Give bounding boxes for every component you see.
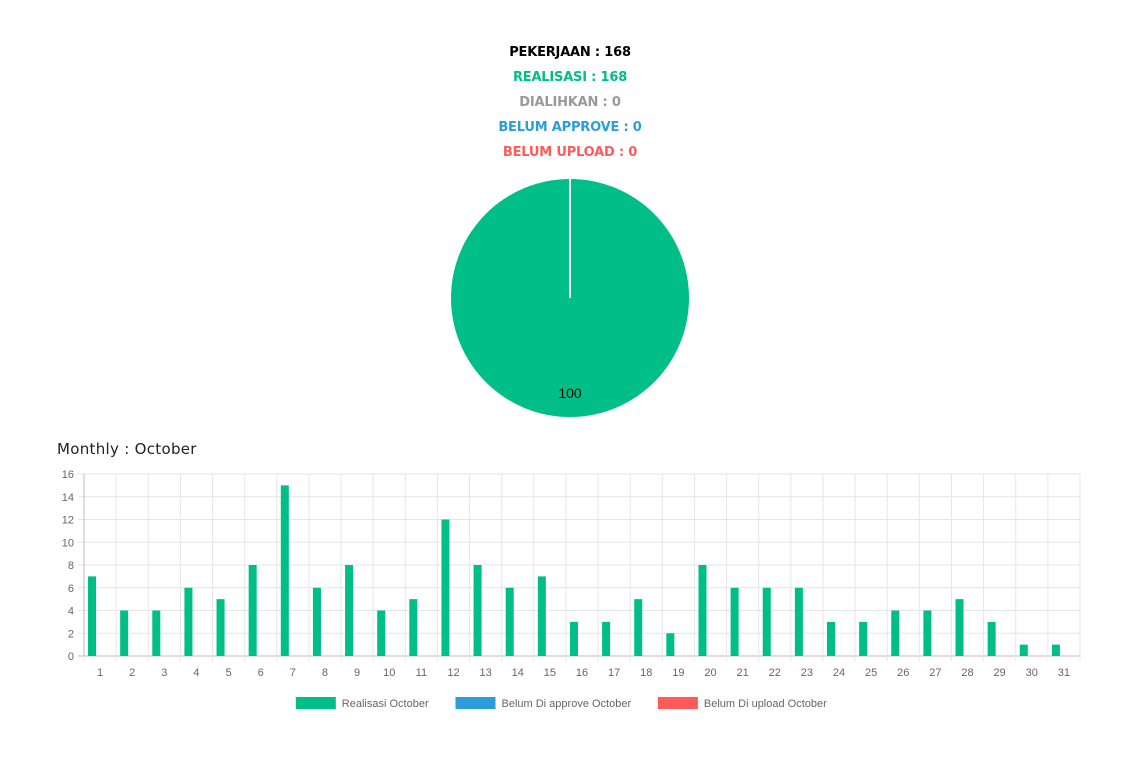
y-tick-label: 0 bbox=[68, 651, 74, 663]
bar-mark[interactable] bbox=[730, 587, 739, 656]
x-tick-label: 27 bbox=[929, 667, 941, 679]
bar-mark[interactable] bbox=[473, 565, 482, 656]
x-tick-label: 28 bbox=[961, 667, 973, 679]
bar-mark[interactable] bbox=[794, 587, 803, 656]
x-tick-label: 31 bbox=[1058, 667, 1070, 679]
bar-mark[interactable] bbox=[537, 576, 546, 656]
y-tick-label: 4 bbox=[68, 606, 74, 618]
bar-mark[interactable] bbox=[923, 610, 932, 657]
x-tick-label: 30 bbox=[1026, 667, 1038, 679]
y-tick-label: 10 bbox=[62, 537, 74, 549]
bar-mark[interactable] bbox=[666, 633, 675, 656]
bar-mark[interactable] bbox=[88, 576, 97, 656]
bar-mark[interactable] bbox=[184, 587, 193, 656]
x-tick-label: 2 bbox=[129, 667, 135, 679]
y-tick-label: 2 bbox=[68, 628, 74, 640]
belum-approve-total: BELUM APPROVE : 0 bbox=[498, 120, 642, 135]
pekerjaan-total: PEKERJAAN : 168 bbox=[509, 45, 631, 60]
bar-mark[interactable] bbox=[312, 587, 321, 656]
bar-mark[interactable] bbox=[762, 587, 771, 656]
bar-mark[interactable] bbox=[216, 599, 225, 656]
x-tick-label: 13 bbox=[479, 667, 491, 679]
y-tick-label: 16 bbox=[62, 469, 74, 481]
pie-chart[interactable]: 100 bbox=[0, 0, 1140, 430]
bar-mark[interactable] bbox=[955, 599, 964, 656]
realisasi-total: REALISASI : 168 bbox=[512, 70, 628, 85]
bar-mark[interactable] bbox=[409, 599, 418, 656]
x-tick-label: 9 bbox=[354, 667, 360, 679]
x-tick-label: 26 bbox=[897, 667, 909, 679]
x-tick-label: 11 bbox=[416, 667, 427, 679]
x-tick-label: 8 bbox=[322, 667, 328, 679]
x-tick-label: 29 bbox=[994, 667, 1006, 679]
legend-label[interactable]: Belum Di approve October bbox=[502, 698, 632, 710]
x-tick-label: 25 bbox=[865, 667, 877, 679]
bar-mark[interactable] bbox=[569, 621, 578, 656]
legend-swatch[interactable] bbox=[455, 697, 496, 709]
x-tick-label: 18 bbox=[640, 667, 652, 679]
bar-mark[interactable] bbox=[441, 519, 450, 657]
bar-mark[interactable] bbox=[1019, 644, 1028, 656]
bar-mark[interactable] bbox=[120, 610, 129, 657]
x-tick-label: 5 bbox=[226, 667, 232, 679]
legend-swatch[interactable] bbox=[657, 697, 698, 709]
bar-mark[interactable] bbox=[634, 599, 643, 656]
y-tick-label: 14 bbox=[62, 492, 74, 504]
monthly-title: Monthly : October bbox=[57, 440, 197, 458]
legend-swatch[interactable] bbox=[295, 697, 336, 709]
x-tick-label: 10 bbox=[383, 667, 395, 679]
x-tick-label: 4 bbox=[193, 667, 199, 679]
bar-mark[interactable] bbox=[1051, 644, 1060, 656]
belum-upload-total: BELUM UPLOAD : 0 bbox=[502, 145, 638, 160]
bar-mark[interactable] bbox=[377, 610, 386, 657]
bar-mark[interactable] bbox=[987, 621, 996, 656]
summary-block: PEKERJAAN : 168 REALISASI : 168 DIALIHKA… bbox=[0, 40, 1140, 165]
x-tick-label: 15 bbox=[544, 667, 556, 679]
bar-mark[interactable] bbox=[248, 565, 257, 656]
pie-chart-container: 100 bbox=[0, 0, 1140, 430]
x-tick-label: 24 bbox=[833, 667, 845, 679]
x-tick-label: 6 bbox=[258, 667, 264, 679]
bar-mark[interactable] bbox=[602, 621, 611, 656]
x-tick-label: 3 bbox=[161, 667, 167, 679]
x-tick-label: 1 bbox=[97, 667, 103, 679]
x-tick-label: 19 bbox=[672, 667, 684, 679]
dialihkan-total: DIALIHKAN : 0 bbox=[519, 95, 621, 110]
y-tick-label: 8 bbox=[68, 560, 74, 572]
bar-mark[interactable] bbox=[280, 485, 289, 656]
legend-label[interactable]: Belum Di upload October bbox=[704, 698, 827, 710]
x-tick-label: 16 bbox=[576, 667, 588, 679]
x-tick-label: 17 bbox=[608, 667, 620, 679]
y-tick-label: 12 bbox=[62, 515, 74, 527]
x-tick-label: 21 bbox=[737, 667, 749, 679]
x-tick-label: 22 bbox=[769, 667, 781, 679]
x-tick-label: 20 bbox=[704, 667, 716, 679]
bar-mark[interactable] bbox=[859, 621, 868, 656]
bar-mark[interactable] bbox=[891, 610, 900, 657]
pie-data-label: 100 bbox=[558, 385, 582, 401]
x-tick-label: 12 bbox=[447, 667, 459, 679]
x-tick-label: 14 bbox=[512, 667, 524, 679]
bar-mark[interactable] bbox=[505, 587, 514, 656]
legend-label[interactable]: Realisasi October bbox=[342, 698, 429, 710]
y-tick-label: 6 bbox=[68, 583, 74, 595]
x-tick-label: 23 bbox=[801, 667, 813, 679]
bar-mark[interactable] bbox=[827, 621, 835, 656]
x-tick-label: 7 bbox=[290, 667, 296, 679]
bar-mark[interactable] bbox=[345, 565, 354, 656]
bar-mark[interactable] bbox=[698, 565, 707, 656]
bar-mark[interactable] bbox=[152, 610, 161, 657]
